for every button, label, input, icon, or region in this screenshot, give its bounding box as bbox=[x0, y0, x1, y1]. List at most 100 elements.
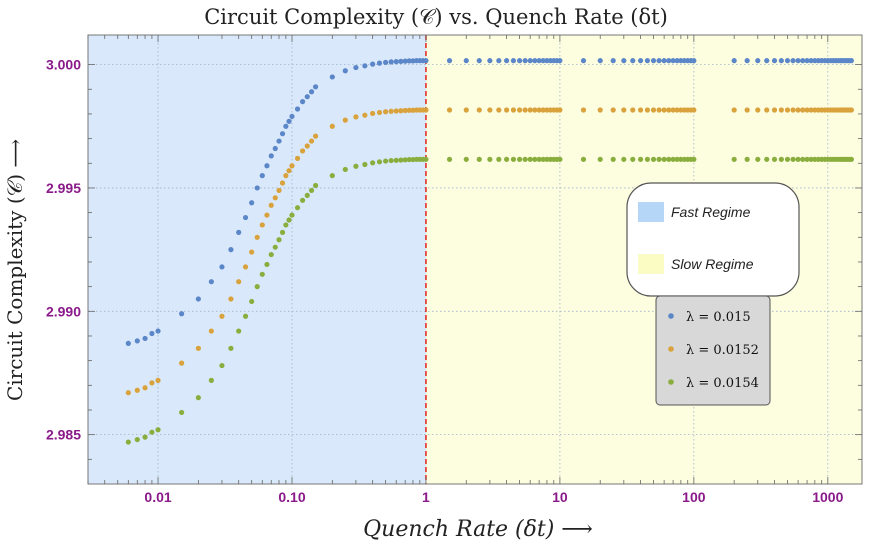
data-point bbox=[219, 362, 225, 369]
data-point bbox=[264, 212, 270, 218]
data-point bbox=[784, 156, 791, 162]
series-legend-label: λ = 0.015 bbox=[686, 310, 751, 325]
series-legend-box bbox=[655, 295, 771, 406]
data-point bbox=[808, 107, 814, 113]
data-point bbox=[755, 58, 761, 64]
data-point bbox=[134, 338, 140, 344]
data-point bbox=[755, 156, 761, 162]
data-point bbox=[300, 148, 306, 154]
data-point bbox=[661, 107, 667, 113]
data-point bbox=[476, 156, 482, 162]
x-axis-label: Quench Rate (δt) ⟶ bbox=[363, 517, 593, 542]
data-point bbox=[800, 58, 806, 64]
data-point bbox=[259, 222, 265, 228]
data-point bbox=[848, 156, 854, 162]
data-point bbox=[236, 229, 242, 235]
data-point bbox=[208, 377, 214, 383]
data-point bbox=[155, 427, 161, 433]
data-point bbox=[300, 99, 306, 105]
data-point bbox=[536, 58, 542, 64]
data-point bbox=[476, 58, 482, 64]
series-legend-marker bbox=[668, 379, 674, 385]
data-point bbox=[527, 58, 533, 64]
data-point bbox=[208, 328, 214, 334]
data-point bbox=[134, 387, 140, 393]
data-point bbox=[249, 200, 255, 206]
data-point bbox=[771, 58, 778, 64]
data-point bbox=[510, 107, 517, 113]
data-point bbox=[294, 155, 301, 161]
data-point bbox=[446, 107, 453, 113]
series-legend-marker bbox=[668, 313, 674, 319]
data-point bbox=[503, 156, 510, 162]
data-point bbox=[580, 107, 587, 113]
data-point bbox=[329, 74, 335, 80]
data-point bbox=[398, 108, 404, 114]
data-point bbox=[353, 114, 359, 120]
data-point bbox=[268, 202, 274, 208]
data-point bbox=[522, 156, 528, 162]
data-point bbox=[804, 58, 810, 64]
data-point bbox=[242, 214, 249, 221]
data-point bbox=[808, 58, 814, 64]
data-point bbox=[195, 345, 201, 351]
data-point bbox=[286, 168, 292, 174]
data-point bbox=[272, 244, 278, 250]
data-point bbox=[149, 380, 155, 386]
data-point bbox=[656, 107, 662, 113]
data-point bbox=[764, 58, 770, 64]
data-point bbox=[503, 107, 510, 113]
regime-legend: Fast Regime Slow Regime bbox=[626, 182, 800, 297]
data-point bbox=[771, 107, 778, 113]
data-point bbox=[134, 436, 140, 443]
data-point bbox=[423, 107, 429, 113]
data-point bbox=[630, 156, 636, 162]
x-tick-label: 100 bbox=[682, 489, 706, 505]
region-fast bbox=[88, 35, 426, 484]
data-point bbox=[249, 249, 255, 255]
data-point bbox=[362, 112, 368, 118]
data-point bbox=[778, 107, 784, 113]
data-point bbox=[540, 58, 546, 64]
y-tick-label: 3.000 bbox=[46, 57, 81, 73]
data-point bbox=[771, 156, 778, 162]
data-point bbox=[304, 192, 310, 198]
data-point bbox=[393, 157, 399, 163]
data-point bbox=[376, 159, 383, 165]
data-point bbox=[376, 109, 383, 116]
data-point bbox=[329, 173, 335, 179]
data-point bbox=[268, 153, 274, 159]
data-point bbox=[637, 58, 644, 64]
data-point bbox=[670, 58, 676, 64]
data-point bbox=[691, 58, 697, 64]
data-point bbox=[294, 106, 301, 112]
data-point bbox=[179, 409, 185, 416]
data-point bbox=[312, 84, 319, 90]
data-point bbox=[249, 298, 255, 305]
data-point bbox=[388, 59, 394, 65]
data-point bbox=[487, 107, 493, 113]
data-point bbox=[353, 163, 359, 169]
data-point bbox=[496, 107, 502, 113]
data-point bbox=[630, 58, 636, 64]
data-point bbox=[125, 390, 131, 396]
data-point bbox=[463, 107, 469, 113]
series-legend-label: λ = 0.0154 bbox=[686, 376, 759, 391]
regime-legend-box bbox=[626, 182, 800, 297]
data-point bbox=[795, 107, 801, 113]
data-point bbox=[621, 156, 627, 162]
data-point bbox=[532, 58, 538, 64]
data-point bbox=[522, 107, 528, 113]
data-point bbox=[621, 58, 627, 64]
data-point bbox=[610, 156, 616, 162]
data-point bbox=[496, 58, 502, 64]
data-point bbox=[744, 156, 750, 162]
data-point bbox=[272, 145, 278, 152]
data-point bbox=[656, 156, 662, 162]
data-point bbox=[254, 284, 260, 290]
data-point bbox=[516, 107, 523, 113]
y-tick-label: 2.990 bbox=[46, 303, 81, 319]
data-point bbox=[125, 340, 131, 346]
data-point bbox=[393, 59, 399, 65]
